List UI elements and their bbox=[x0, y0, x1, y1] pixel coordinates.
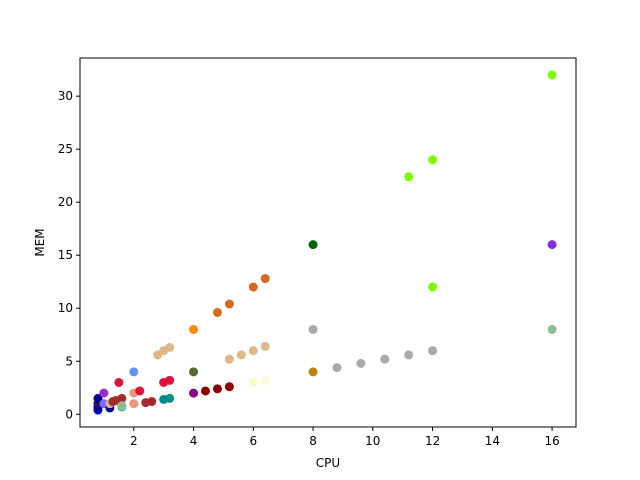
data-point bbox=[212, 307, 222, 317]
data-point bbox=[428, 282, 438, 292]
data-point bbox=[380, 354, 390, 364]
data-point bbox=[200, 386, 210, 396]
data-point bbox=[236, 350, 246, 360]
x-axis-label: CPU bbox=[316, 456, 340, 470]
data-point bbox=[260, 274, 270, 284]
data-point bbox=[547, 240, 557, 250]
y-axis: 0 5 10 15 20 25 30 bbox=[58, 89, 80, 421]
data-point bbox=[547, 70, 557, 80]
data-point bbox=[260, 375, 270, 385]
data-point bbox=[99, 388, 109, 398]
data-point bbox=[165, 393, 175, 403]
data-point bbox=[189, 367, 199, 377]
data-point bbox=[248, 282, 258, 292]
y-tick-label: 30 bbox=[58, 89, 73, 103]
data-point bbox=[224, 382, 234, 392]
data-point bbox=[308, 324, 318, 334]
data-point bbox=[147, 397, 157, 407]
x-tick-label: 4 bbox=[190, 434, 198, 448]
data-point bbox=[114, 377, 124, 387]
data-point bbox=[224, 299, 234, 309]
data-point bbox=[428, 155, 438, 165]
x-tick-label: 14 bbox=[485, 434, 500, 448]
data-point bbox=[248, 346, 258, 356]
x-tick-label: 6 bbox=[249, 434, 257, 448]
data-point bbox=[93, 393, 103, 403]
x-tick-label: 2 bbox=[130, 434, 138, 448]
data-point bbox=[428, 346, 438, 356]
x-tick-label: 10 bbox=[365, 434, 380, 448]
data-point bbox=[189, 324, 199, 334]
data-point bbox=[404, 172, 414, 182]
data-point bbox=[117, 401, 127, 411]
data-point bbox=[117, 393, 127, 403]
data-point bbox=[129, 367, 139, 377]
data-point bbox=[135, 386, 145, 396]
data-point bbox=[332, 363, 342, 373]
data-point bbox=[308, 240, 318, 250]
y-tick-label: 5 bbox=[65, 354, 73, 368]
y-tick-label: 25 bbox=[58, 142, 73, 156]
data-point bbox=[404, 350, 414, 360]
y-axis-label: MEM bbox=[33, 228, 47, 256]
data-point bbox=[212, 384, 222, 394]
data-point bbox=[165, 375, 175, 385]
points-layer bbox=[93, 70, 557, 415]
plot-frame bbox=[79, 57, 577, 428]
data-point bbox=[356, 358, 366, 368]
x-axis: 2 4 6 8 10 12 14 16 bbox=[130, 427, 560, 448]
x-tick-label: 12 bbox=[425, 434, 440, 448]
x-tick-label: 8 bbox=[309, 434, 317, 448]
data-point bbox=[224, 354, 234, 364]
y-tick-label: 10 bbox=[58, 301, 73, 315]
x-tick-label: 16 bbox=[544, 434, 559, 448]
y-tick-label: 15 bbox=[58, 248, 73, 262]
data-point bbox=[260, 341, 270, 351]
data-point bbox=[129, 399, 139, 409]
y-tick-label: 0 bbox=[65, 407, 73, 421]
data-point bbox=[189, 388, 199, 398]
data-point bbox=[248, 377, 258, 387]
y-tick-label: 20 bbox=[58, 195, 73, 209]
data-point bbox=[165, 342, 175, 352]
data-point bbox=[547, 324, 557, 334]
data-point bbox=[308, 367, 318, 377]
